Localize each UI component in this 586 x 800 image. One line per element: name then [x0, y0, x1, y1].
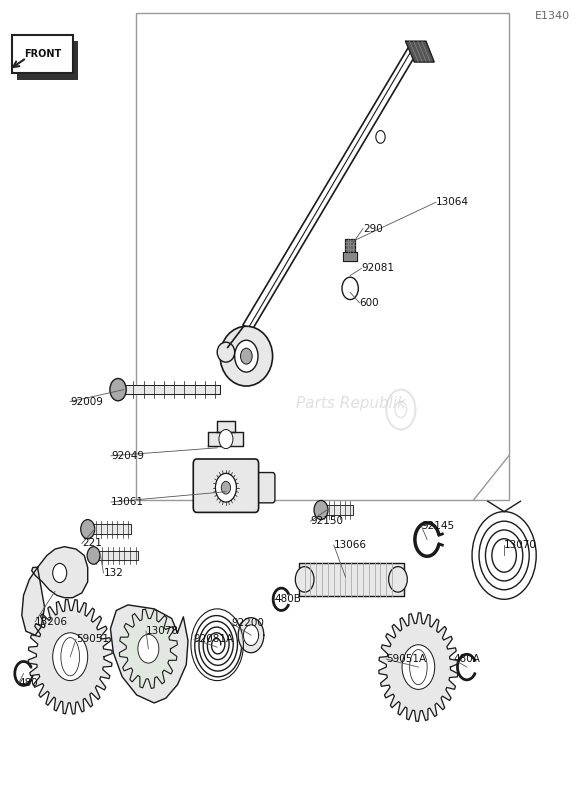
Circle shape — [402, 645, 435, 690]
Text: 13061: 13061 — [111, 497, 144, 507]
Text: 92150: 92150 — [311, 516, 343, 526]
Polygon shape — [321, 506, 353, 515]
Ellipse shape — [220, 326, 272, 386]
Circle shape — [389, 566, 407, 592]
Ellipse shape — [410, 650, 427, 685]
Text: 92145: 92145 — [421, 521, 454, 531]
Text: 221: 221 — [82, 538, 102, 549]
Polygon shape — [243, 625, 258, 646]
Circle shape — [295, 566, 314, 592]
Circle shape — [53, 563, 67, 582]
Polygon shape — [209, 432, 243, 446]
Circle shape — [222, 482, 231, 494]
Text: 92081: 92081 — [361, 263, 394, 274]
Circle shape — [53, 633, 88, 681]
Text: 13070: 13070 — [504, 540, 537, 550]
Text: 13064: 13064 — [436, 198, 469, 207]
Text: 59051: 59051 — [76, 634, 109, 644]
Text: 13078: 13078 — [146, 626, 179, 636]
Text: 92081A: 92081A — [194, 634, 234, 644]
Polygon shape — [94, 550, 138, 560]
Circle shape — [87, 546, 100, 564]
Text: 92049: 92049 — [111, 451, 144, 461]
Polygon shape — [345, 239, 355, 252]
Ellipse shape — [217, 342, 234, 362]
Circle shape — [216, 474, 236, 502]
Text: 13206: 13206 — [35, 617, 68, 626]
Text: 290: 290 — [363, 223, 383, 234]
Polygon shape — [217, 421, 234, 432]
Text: Parts Republik: Parts Republik — [297, 397, 406, 411]
Polygon shape — [28, 599, 112, 714]
Circle shape — [240, 348, 252, 364]
Text: 92009: 92009 — [70, 397, 103, 406]
Circle shape — [81, 519, 95, 538]
Circle shape — [314, 501, 328, 519]
Polygon shape — [22, 567, 45, 635]
Text: 132: 132 — [104, 568, 123, 578]
Polygon shape — [238, 618, 264, 653]
Circle shape — [138, 634, 159, 663]
FancyBboxPatch shape — [12, 35, 73, 73]
Polygon shape — [406, 42, 434, 62]
Text: 59051A: 59051A — [386, 654, 427, 664]
Polygon shape — [379, 613, 458, 722]
Text: 480A: 480A — [454, 654, 481, 664]
Circle shape — [219, 430, 233, 449]
Polygon shape — [118, 385, 220, 394]
Text: 92200: 92200 — [231, 618, 265, 628]
Polygon shape — [110, 605, 188, 703]
Polygon shape — [120, 609, 178, 689]
Circle shape — [342, 278, 358, 299]
Text: 480: 480 — [19, 678, 39, 688]
Polygon shape — [243, 46, 419, 330]
Text: 480B: 480B — [274, 594, 301, 604]
FancyBboxPatch shape — [253, 473, 275, 503]
Text: E1340: E1340 — [535, 11, 570, 21]
Circle shape — [234, 340, 258, 372]
Text: 13066: 13066 — [334, 540, 367, 550]
Polygon shape — [32, 546, 88, 598]
Text: FRONT: FRONT — [24, 49, 61, 59]
FancyBboxPatch shape — [193, 459, 258, 513]
Circle shape — [110, 378, 126, 401]
Text: 600: 600 — [359, 298, 379, 308]
Polygon shape — [299, 562, 404, 596]
Ellipse shape — [61, 638, 80, 676]
Polygon shape — [88, 524, 131, 534]
FancyBboxPatch shape — [16, 42, 78, 79]
Circle shape — [376, 130, 385, 143]
Polygon shape — [343, 252, 357, 262]
